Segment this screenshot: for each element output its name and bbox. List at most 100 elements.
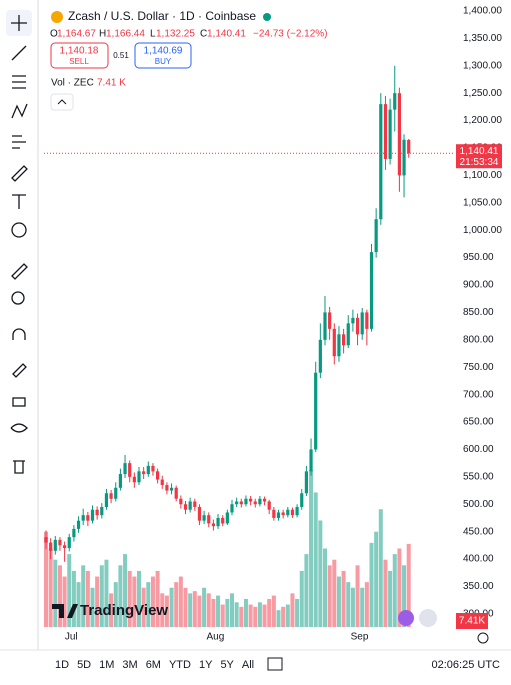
sell-button[interactable] <box>50 42 109 69</box>
candle-body <box>49 542 53 551</box>
candle-body <box>244 498 248 505</box>
candle-body <box>379 104 383 220</box>
candle-body <box>58 539 62 546</box>
y-tick-label: 650.00 <box>463 417 494 428</box>
candle-body <box>300 493 304 507</box>
buy-button[interactable] <box>134 42 192 69</box>
volume-value: 7.41 K <box>97 78 126 89</box>
volume-bar <box>355 565 360 627</box>
candle-body <box>132 476 136 483</box>
y-tick-label: 1,400.00 <box>463 6 502 17</box>
y-tick-label: 800.00 <box>463 334 494 345</box>
icon <box>11 15 27 31</box>
y-tick-label: 1,250.00 <box>463 88 502 99</box>
candle-body <box>272 509 276 518</box>
volume-bar <box>276 610 281 627</box>
volume-bar <box>85 570 90 627</box>
tool-text[interactable] <box>12 194 26 209</box>
volume-bar <box>346 582 351 627</box>
candle-body <box>137 471 141 483</box>
volume-bar <box>95 576 100 627</box>
coin-icon <box>51 11 63 23</box>
timeframe-button[interactable]: 1Y <box>199 659 213 671</box>
settings-icon[interactable] <box>477 632 489 644</box>
volume-bar <box>216 595 221 627</box>
collapse-button[interactable] <box>50 93 74 111</box>
candle-body <box>253 501 257 505</box>
volume-bar <box>57 565 62 627</box>
volume-badge-text: 7.41K <box>459 616 485 627</box>
y-tick-label: 1,200.00 <box>463 115 502 126</box>
volume-bar <box>327 565 332 627</box>
volume-bar <box>197 595 202 627</box>
candle-body <box>109 493 113 499</box>
volume-bar <box>234 602 239 627</box>
timeframe-button[interactable]: 5D <box>77 659 91 671</box>
tool-pattern[interactable] <box>11 103 28 119</box>
timeframe-button[interactable]: All <box>242 659 254 671</box>
candle-body <box>188 501 192 510</box>
y-tick-label: 850.00 <box>463 307 494 318</box>
tool-lock[interactable] <box>12 397 26 407</box>
candle-body <box>355 317 360 335</box>
volume-bar <box>336 576 341 627</box>
volume-bar <box>406 543 411 627</box>
candle-body <box>267 501 271 510</box>
tool-eye[interactable] <box>10 423 28 433</box>
volume-bar <box>160 593 165 627</box>
calendar-icon[interactable] <box>267 657 283 671</box>
timeframe-button[interactable]: 1D <box>55 659 69 671</box>
candle-body <box>374 219 378 253</box>
candle-body <box>128 463 132 477</box>
volume-bar <box>383 559 388 627</box>
tool-line[interactable] <box>11 45 27 61</box>
volume-bar <box>192 591 197 627</box>
candle-body <box>72 528 76 538</box>
candle-body <box>165 485 169 491</box>
volume-bar <box>364 582 369 627</box>
sell-label: SELL <box>69 57 89 66</box>
candle-body <box>337 334 341 357</box>
y-tick-label: 1,100.00 <box>463 170 502 181</box>
candle-body <box>174 487 178 499</box>
tool-emoji[interactable] <box>11 222 27 238</box>
volume-bar <box>388 570 393 627</box>
h-label: H <box>99 29 106 40</box>
tool-magnet[interactable] <box>12 328 26 340</box>
timeframe-button[interactable]: 6M <box>146 659 161 671</box>
tool-trash[interactable] <box>13 460 25 474</box>
candle-body <box>351 317 355 324</box>
candle-body <box>118 474 122 488</box>
candle-body <box>179 498 183 505</box>
volume-bar <box>118 565 123 627</box>
flag-icon <box>419 609 437 627</box>
candle-body <box>81 515 85 521</box>
candle-body <box>346 323 350 346</box>
candle-body <box>193 501 197 507</box>
timeframe-button[interactable]: 1M <box>99 659 114 671</box>
timeframe-button[interactable]: 5Y <box>220 659 234 671</box>
volume-bar <box>318 520 323 627</box>
y-tick-label: 1,300.00 <box>463 60 502 71</box>
y-tick-label: 750.00 <box>463 362 494 373</box>
candle-body <box>123 463 127 475</box>
tool-zoom[interactable] <box>11 291 25 305</box>
volume-bar <box>44 531 48 627</box>
timeframe-button[interactable]: 3M <box>122 659 137 671</box>
volume-bar <box>90 587 95 627</box>
candle-body <box>63 545 67 549</box>
c-label: C <box>200 29 207 40</box>
open: 1,164.67 <box>57 29 96 40</box>
tool-ruler[interactable] <box>11 263 28 280</box>
volume-bar <box>81 565 86 627</box>
tool-fib[interactable] <box>12 75 26 89</box>
high: 1,166.44 <box>106 29 145 40</box>
candle-body <box>86 515 90 521</box>
tool-lock-draw[interactable] <box>12 363 27 378</box>
tool-projection[interactable] <box>12 135 26 149</box>
volume-bar <box>220 604 225 627</box>
l-label: L <box>150 29 156 40</box>
timeframe-button[interactable]: YTD <box>169 659 191 671</box>
tool-brush[interactable] <box>11 165 28 182</box>
